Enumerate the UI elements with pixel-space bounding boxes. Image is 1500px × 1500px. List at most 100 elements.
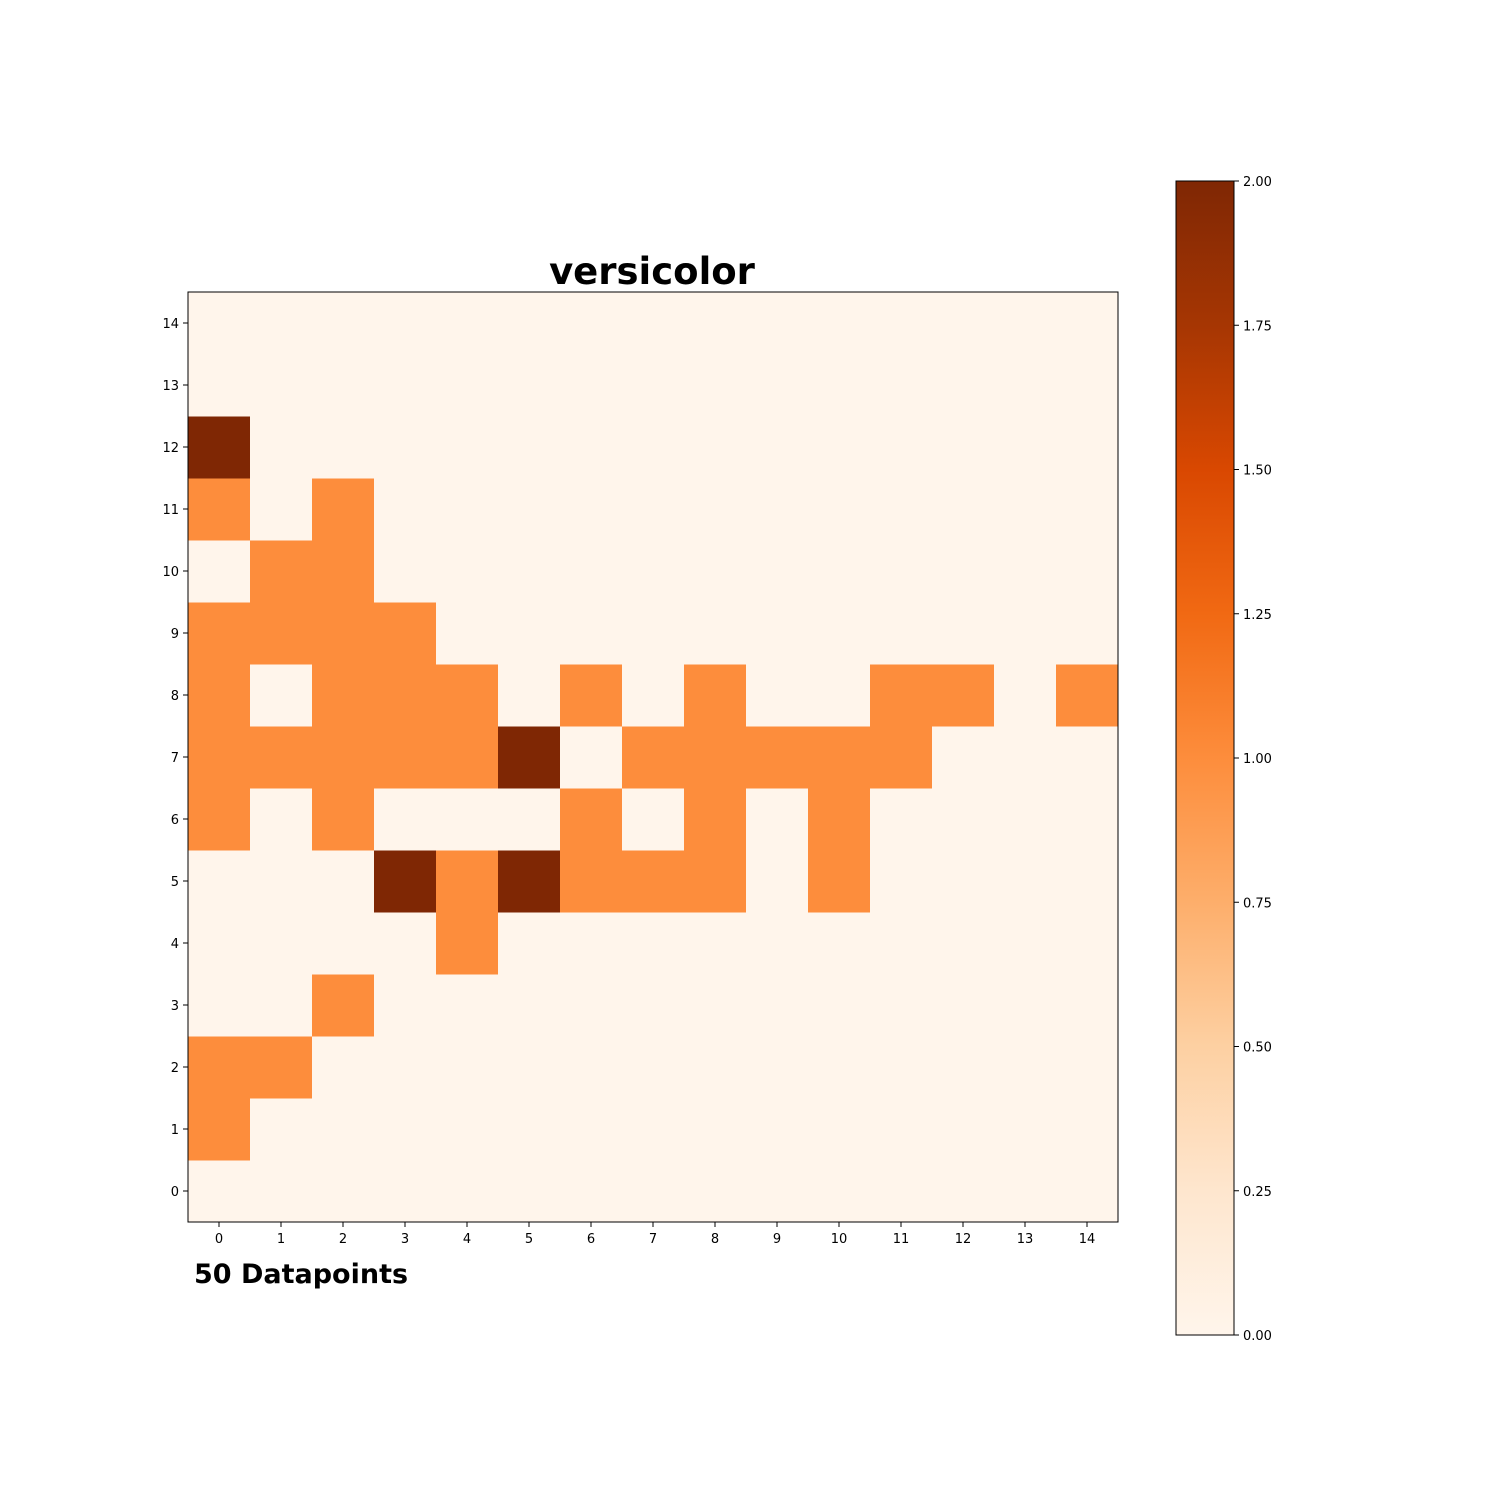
colorbar-tick-label: 0.50 <box>1243 1041 1272 1056</box>
heatmap-cell <box>498 1098 561 1161</box>
heatmap-cell <box>188 602 251 665</box>
heatmap-cell <box>436 974 499 1037</box>
heatmap-cell <box>374 726 437 789</box>
heatmap-cell <box>994 664 1057 727</box>
heatmap-cell <box>932 602 995 665</box>
heatmap-cell <box>1056 912 1119 975</box>
heatmap-cell <box>436 292 499 355</box>
heatmap-cell <box>746 912 809 975</box>
heatmap-cell <box>498 664 561 727</box>
heatmap-cell <box>994 912 1057 975</box>
heatmap-cell <box>808 912 871 975</box>
heatmap-cell <box>560 1098 623 1161</box>
heatmap-cell <box>994 416 1057 479</box>
colorbar-axis: 0.00 0.25 0.50 0.75 1.00 1.25 1.50 1.75 2.00 <box>1234 175 1272 1344</box>
heatmap-cell <box>808 354 871 417</box>
y-tick-label: 4 <box>171 937 179 952</box>
heatmap-cell <box>560 478 623 541</box>
heatmap-cell <box>870 1036 933 1099</box>
heatmap-cell <box>684 1160 747 1223</box>
heatmap-cell <box>1056 478 1119 541</box>
heatmap-cell <box>436 1160 499 1223</box>
colorbar-tick-label: 2.00 <box>1243 175 1272 190</box>
heatmap-cell <box>560 292 623 355</box>
heatmap-cell <box>374 292 437 355</box>
heatmap-cell <box>994 602 1057 665</box>
heatmap-cell <box>870 788 933 851</box>
colorbar <box>1175 180 1235 1336</box>
heatmap-cell <box>684 974 747 1037</box>
heatmap-cell <box>560 664 623 727</box>
heatmap-cell <box>684 478 747 541</box>
heatmap-cell <box>312 664 375 727</box>
x-axis: 0 1 2 3 4 5 6 7 8 9 10 11 12 13 14 <box>215 1222 1095 1247</box>
heatmap-cell <box>746 1160 809 1223</box>
heatmap-cell <box>622 1098 685 1161</box>
heatmap-cell <box>374 912 437 975</box>
heatmap-cell <box>1056 1098 1119 1161</box>
x-tick-label: 4 <box>463 1232 471 1247</box>
y-tick-label: 11 <box>162 503 179 518</box>
heatmap-cell <box>498 602 561 665</box>
heatmap-cell <box>250 292 313 355</box>
heatmap-cell <box>1056 974 1119 1037</box>
heatmap-cell <box>498 416 561 479</box>
heatmap-cell <box>994 1098 1057 1161</box>
heatmap-cell <box>560 788 623 851</box>
heatmap-cell <box>250 664 313 727</box>
chart-title: versicolor <box>549 250 756 293</box>
colorbar-tick-label: 1.00 <box>1243 752 1272 767</box>
heatmap-cell <box>436 416 499 479</box>
heatmap-cell <box>932 726 995 789</box>
heatmap-cell <box>994 974 1057 1037</box>
x-tick-label: 5 <box>525 1232 533 1247</box>
heatmap-cell <box>684 664 747 727</box>
heatmap-cell <box>994 292 1057 355</box>
heatmap-cell <box>312 540 375 603</box>
x-tick-label: 2 <box>339 1232 347 1247</box>
heatmap-cell <box>374 416 437 479</box>
heatmap-cell <box>560 1160 623 1223</box>
heatmap-cell <box>374 354 437 417</box>
y-tick-label: 5 <box>171 875 179 890</box>
heatmap-cell <box>622 292 685 355</box>
heatmap-cell <box>746 726 809 789</box>
colorbar-tick-label: 1.25 <box>1243 608 1272 623</box>
heatmap-cell <box>808 478 871 541</box>
x-tick-label: 12 <box>955 1232 972 1247</box>
y-tick-label: 3 <box>171 999 179 1014</box>
heatmap-cell <box>622 912 685 975</box>
x-tick-label: 0 <box>215 1232 223 1247</box>
heatmap-cell <box>870 1160 933 1223</box>
heatmap-cell <box>622 416 685 479</box>
heatmap-cell <box>746 664 809 727</box>
heatmap-cell <box>560 912 623 975</box>
y-tick-label: 13 <box>162 379 179 394</box>
heatmap-cell <box>498 726 561 789</box>
heatmap-cell <box>250 602 313 665</box>
heatmap-cell <box>746 478 809 541</box>
heatmap-cell <box>684 416 747 479</box>
heatmap-cell <box>374 1098 437 1161</box>
heatmap-cell <box>808 974 871 1037</box>
heatmap-cell <box>622 664 685 727</box>
heatmap-cell <box>312 726 375 789</box>
y-tick-label: 6 <box>171 813 179 828</box>
heatmap-cell <box>498 540 561 603</box>
heatmap-cell <box>498 1036 561 1099</box>
heatmap-cell <box>1056 602 1119 665</box>
heatmap-cell <box>560 974 623 1037</box>
heatmap-cell <box>560 540 623 603</box>
heatmap-cell <box>250 726 313 789</box>
heatmap-cell <box>436 602 499 665</box>
heatmap-cell <box>1056 1160 1119 1223</box>
heatmap-cell <box>188 292 251 355</box>
heatmap-cell <box>808 1160 871 1223</box>
heatmap-cell <box>374 1160 437 1223</box>
heatmap-cell <box>622 1036 685 1099</box>
heatmap-cell <box>498 478 561 541</box>
y-tick-label: 14 <box>162 317 179 332</box>
heatmap-cell <box>1056 354 1119 417</box>
heatmap-cell <box>684 602 747 665</box>
